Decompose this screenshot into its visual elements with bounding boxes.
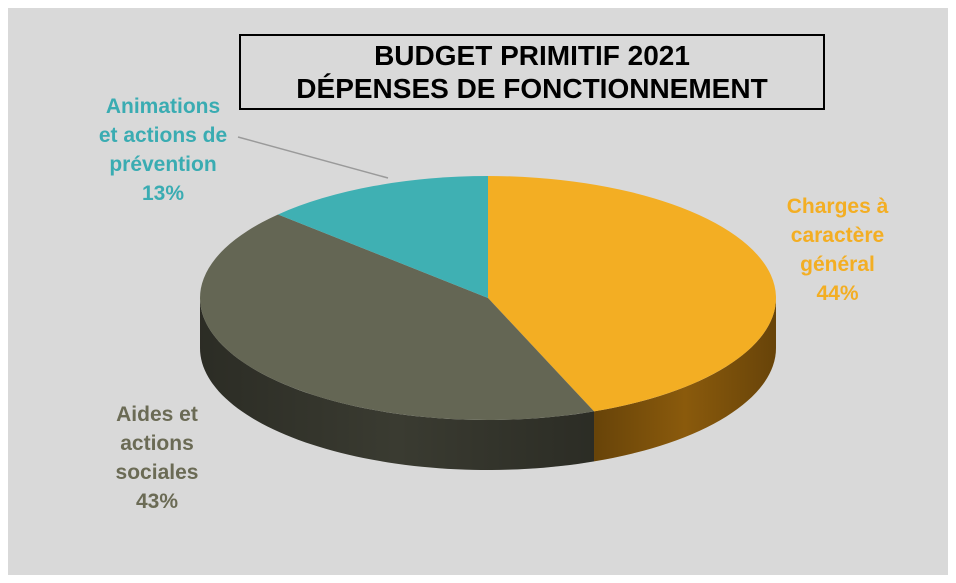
slice-label-charges: Charges à caractère général 44%: [750, 192, 925, 308]
pie-sides: [200, 298, 776, 470]
pie-slice-1: [200, 214, 595, 420]
pie-side-shade-1: [200, 298, 595, 470]
pie-tops: [200, 175, 777, 420]
title-line-2: DÉPENSES DE FONCTIONNEMENT: [296, 73, 768, 104]
pie-chart: [200, 136, 777, 470]
slice-label-line: Charges à: [786, 195, 889, 218]
slice-label-line: prévention: [109, 153, 217, 176]
slice-value-label: 44%: [816, 282, 859, 305]
slice-label-line: général: [800, 253, 875, 276]
slice-label-animations: Animations et actions de prévention 13%: [78, 92, 248, 208]
pie-slice-0: [488, 176, 777, 412]
slice-label-line: Animations: [105, 95, 221, 118]
slice-label-line: actions: [120, 432, 194, 455]
pie-slice-2: [278, 175, 488, 298]
slice-label-aides: Aides et actions sociales 43%: [82, 400, 232, 516]
title-line-1: BUDGET PRIMITIF 2021: [374, 40, 690, 71]
pie-side-shade-0: [594, 298, 776, 462]
leader-line: [237, 136, 389, 179]
slice-value-label: 43%: [135, 490, 179, 513]
slice-label-line: caractère: [790, 224, 885, 247]
slice-label-line: sociales: [115, 461, 199, 484]
chart-title: BUDGET PRIMITIF 2021 DÉPENSES DE FONCTIO…: [239, 34, 825, 110]
slice-value-label: 13%: [141, 182, 185, 205]
chart-area: BUDGET PRIMITIF 2021 DÉPENSES DE FONCTIO…: [8, 8, 948, 575]
slice-label-line: et actions de: [98, 124, 228, 147]
slice-label-line: Aides et: [116, 403, 198, 426]
